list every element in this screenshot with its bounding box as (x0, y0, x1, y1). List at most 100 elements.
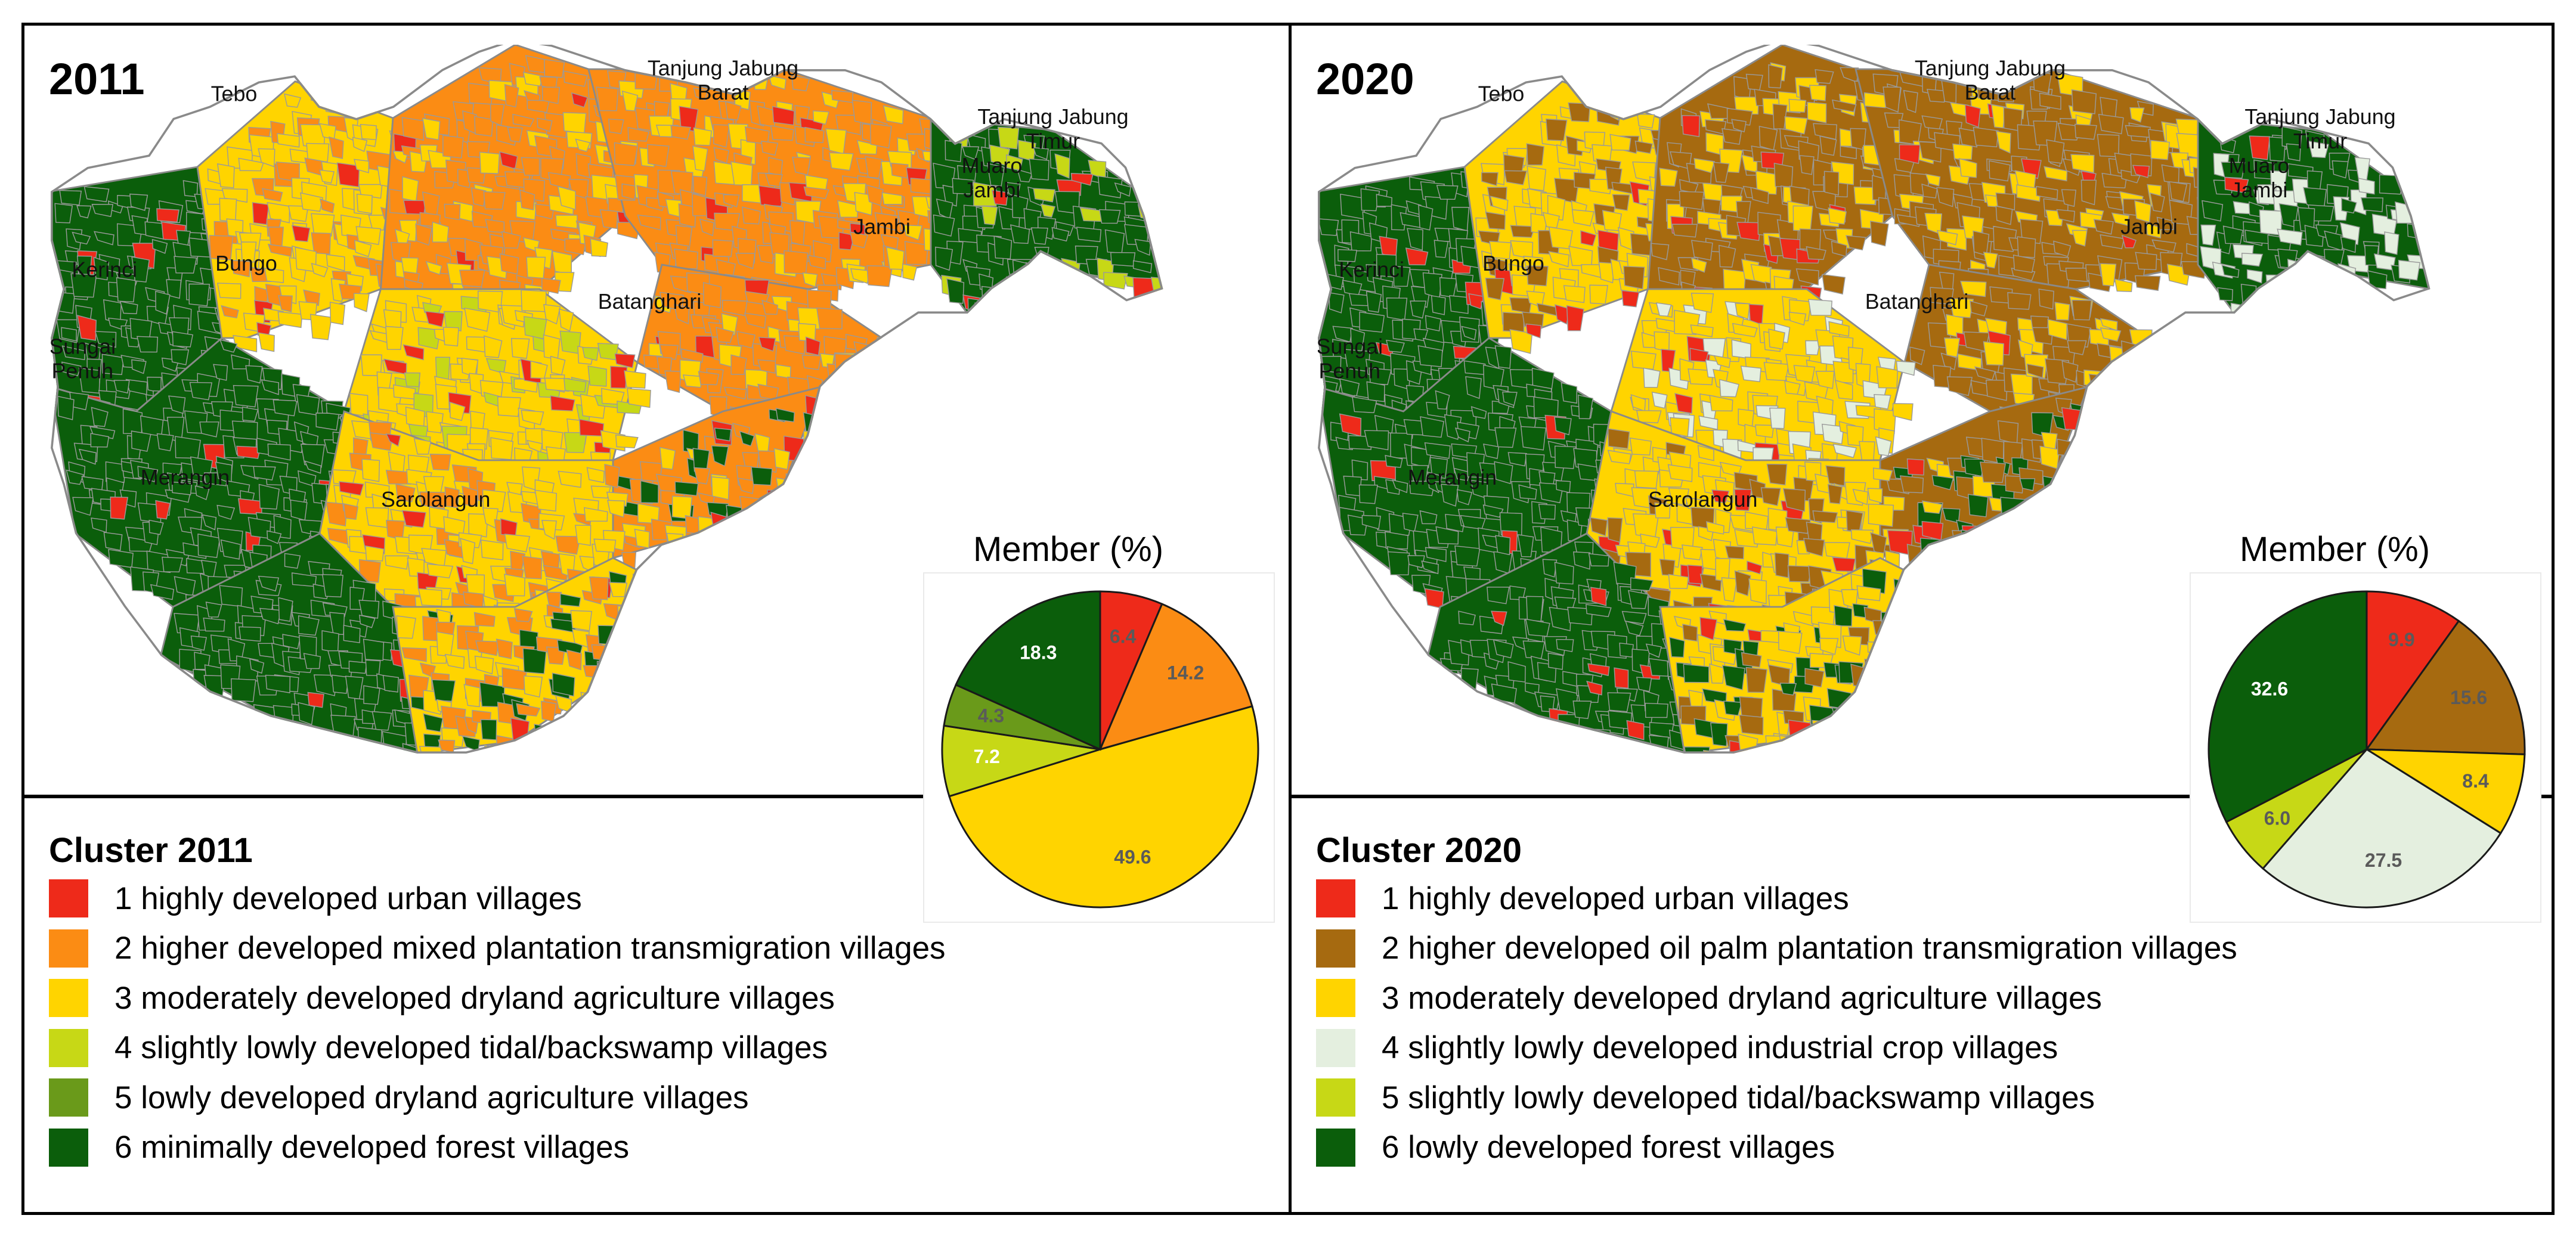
village-polygon (155, 290, 171, 315)
village-polygon (891, 162, 909, 179)
village-polygon (1517, 534, 1534, 557)
village-polygon (852, 100, 872, 125)
pie-slice-label-2: 14.2 (1167, 662, 1204, 683)
place-label-sarolangun: Sarolangun (381, 488, 490, 512)
village-polygon (353, 293, 370, 312)
village-polygon (298, 702, 315, 726)
village-polygon (1439, 277, 1458, 298)
village-polygon (1799, 228, 1822, 251)
village-polygon (1868, 503, 1894, 527)
pie-slice-label-6: 32.6 (2251, 678, 2288, 699)
village-polygon (1418, 204, 1433, 231)
village-polygon (562, 112, 587, 134)
legend-item-1: 1 highly developed urban villages (1316, 879, 1849, 917)
legend-swatch (49, 1128, 88, 1167)
pie-slice-6 (955, 590, 1101, 751)
village-polygon (2075, 123, 2097, 140)
village-polygon (866, 265, 893, 287)
village-polygon (1385, 455, 1403, 468)
village-polygon (1674, 393, 1693, 414)
village-polygon (647, 144, 670, 168)
village-polygon (1099, 209, 1121, 224)
village-polygon (1682, 624, 1698, 642)
village-polygon (238, 157, 264, 172)
pie-slice-label-3: 8.4 (2462, 770, 2489, 792)
village-polygon (490, 437, 514, 460)
village-polygon (1852, 488, 1869, 506)
village-polygon (1466, 452, 1485, 478)
village-polygon (768, 75, 787, 90)
village-polygon (236, 445, 261, 459)
village-polygon (442, 327, 459, 347)
village-polygon (1870, 221, 1889, 247)
village-polygon (713, 124, 730, 148)
village-polygon (552, 672, 575, 697)
village-polygon (1804, 668, 1825, 688)
village-polygon (504, 574, 525, 597)
pie-slice-label-3: 49.6 (1114, 846, 1151, 867)
village-polygon (1435, 526, 1459, 545)
pie-slice-label-5: 6.0 (2264, 807, 2290, 829)
village-polygon (319, 169, 335, 184)
village-polygon (1834, 604, 1853, 627)
village-polygon (359, 615, 376, 628)
village-polygon (1555, 304, 1571, 325)
village-polygon (886, 246, 905, 270)
village-polygon (1629, 437, 1652, 455)
legend-item-2: 2 higher developed oil palm plantation t… (1316, 929, 2237, 968)
village-polygon (1899, 119, 1922, 145)
village-polygon (1626, 720, 1645, 740)
village-polygon (854, 192, 873, 216)
village-polygon (1040, 203, 1056, 218)
village-polygon (2036, 185, 2058, 200)
village-polygon (1571, 209, 1594, 227)
legend-swatch (49, 1028, 88, 1067)
village-polygon (2070, 154, 2095, 173)
village-polygon (1812, 510, 1838, 523)
village-polygon (326, 254, 345, 272)
village-polygon (682, 374, 702, 388)
village-polygon (137, 466, 159, 482)
village-polygon (1774, 552, 1789, 578)
village-polygon (1819, 135, 1837, 156)
village-polygon (1451, 206, 1470, 231)
village-polygon (205, 602, 222, 618)
village-polygon (1959, 158, 1977, 178)
village-polygon (850, 231, 868, 249)
village-polygon (1481, 172, 1498, 187)
village-polygon (1458, 610, 1476, 625)
village-polygon (1784, 116, 1808, 135)
village-polygon (231, 678, 256, 702)
village-polygon (1699, 616, 1717, 641)
village-polygon (1832, 361, 1854, 384)
village-polygon (570, 610, 593, 631)
village-polygon (219, 585, 243, 607)
village-polygon (541, 277, 561, 294)
village-polygon (807, 255, 826, 269)
village-polygon (1949, 298, 1974, 318)
village-polygon (1507, 661, 1526, 683)
place-labels: Tebo Tanjung Jabung Barat Tanjung Jabung Tim… (51, 56, 1129, 512)
pie-chart-box: 9.9 15.6 8.4 27.5 6.0 32.6 (2190, 572, 2541, 923)
village-polygon (784, 250, 809, 275)
village-polygon (1721, 577, 1738, 602)
village-polygon (463, 684, 481, 708)
village-polygon (2121, 356, 2142, 376)
pie-slice-label-4: 7.2 (973, 746, 999, 767)
village-polygon (426, 411, 444, 433)
village-polygon (1006, 276, 1027, 293)
village-polygon (2169, 181, 2188, 202)
village-polygon (425, 261, 442, 275)
village-polygon (770, 125, 794, 141)
village-polygon (354, 159, 370, 173)
village-polygon (1337, 249, 1358, 262)
village-polygon (1630, 351, 1657, 370)
village-polygon (1335, 436, 1354, 451)
village-polygon (258, 483, 280, 510)
village-polygon (252, 202, 270, 225)
village-polygon (993, 235, 1013, 259)
legend-label: 4 slightly lowly developed tidal/backswa… (114, 1030, 828, 1065)
village-polygon (1803, 538, 1825, 557)
pie-slice-4 (941, 724, 1101, 798)
village-polygon (1970, 300, 1988, 317)
